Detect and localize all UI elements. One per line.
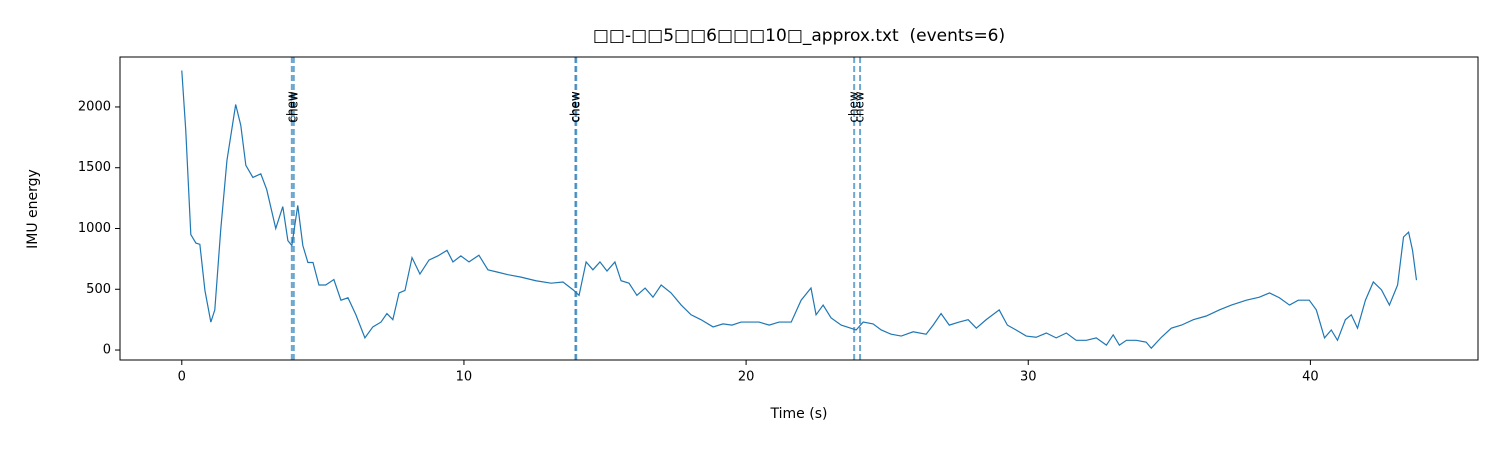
y-tick-label: 2000 xyxy=(78,99,111,114)
x-tick-label: 10 xyxy=(456,370,473,385)
y-tick-label: 1500 xyxy=(78,160,111,175)
x-tick-label: 40 xyxy=(1302,370,1319,385)
chart-title: □□-□□5□□6□□□10□_approx.txt (events=6) xyxy=(593,26,1005,46)
event-label: chew xyxy=(284,91,298,123)
event-label: chew xyxy=(286,91,300,123)
x-tick-label: 30 xyxy=(1020,370,1037,385)
plot-frame xyxy=(119,56,1479,361)
x-axis-label: Time (s) xyxy=(770,406,828,422)
data-line xyxy=(181,70,1418,350)
event-label: chew xyxy=(847,91,861,123)
event-label: chew xyxy=(568,91,582,123)
x-tick-label: 0 xyxy=(178,370,186,385)
event-label: chew xyxy=(569,91,583,123)
y-tick-label: 0 xyxy=(103,343,111,358)
y-tick-label: 1000 xyxy=(78,221,111,236)
x-tick-label: 20 xyxy=(738,370,755,385)
y-axis-label: IMU energy xyxy=(25,169,41,249)
event-label: chew xyxy=(853,91,867,123)
y-tick-label: 500 xyxy=(86,282,111,297)
